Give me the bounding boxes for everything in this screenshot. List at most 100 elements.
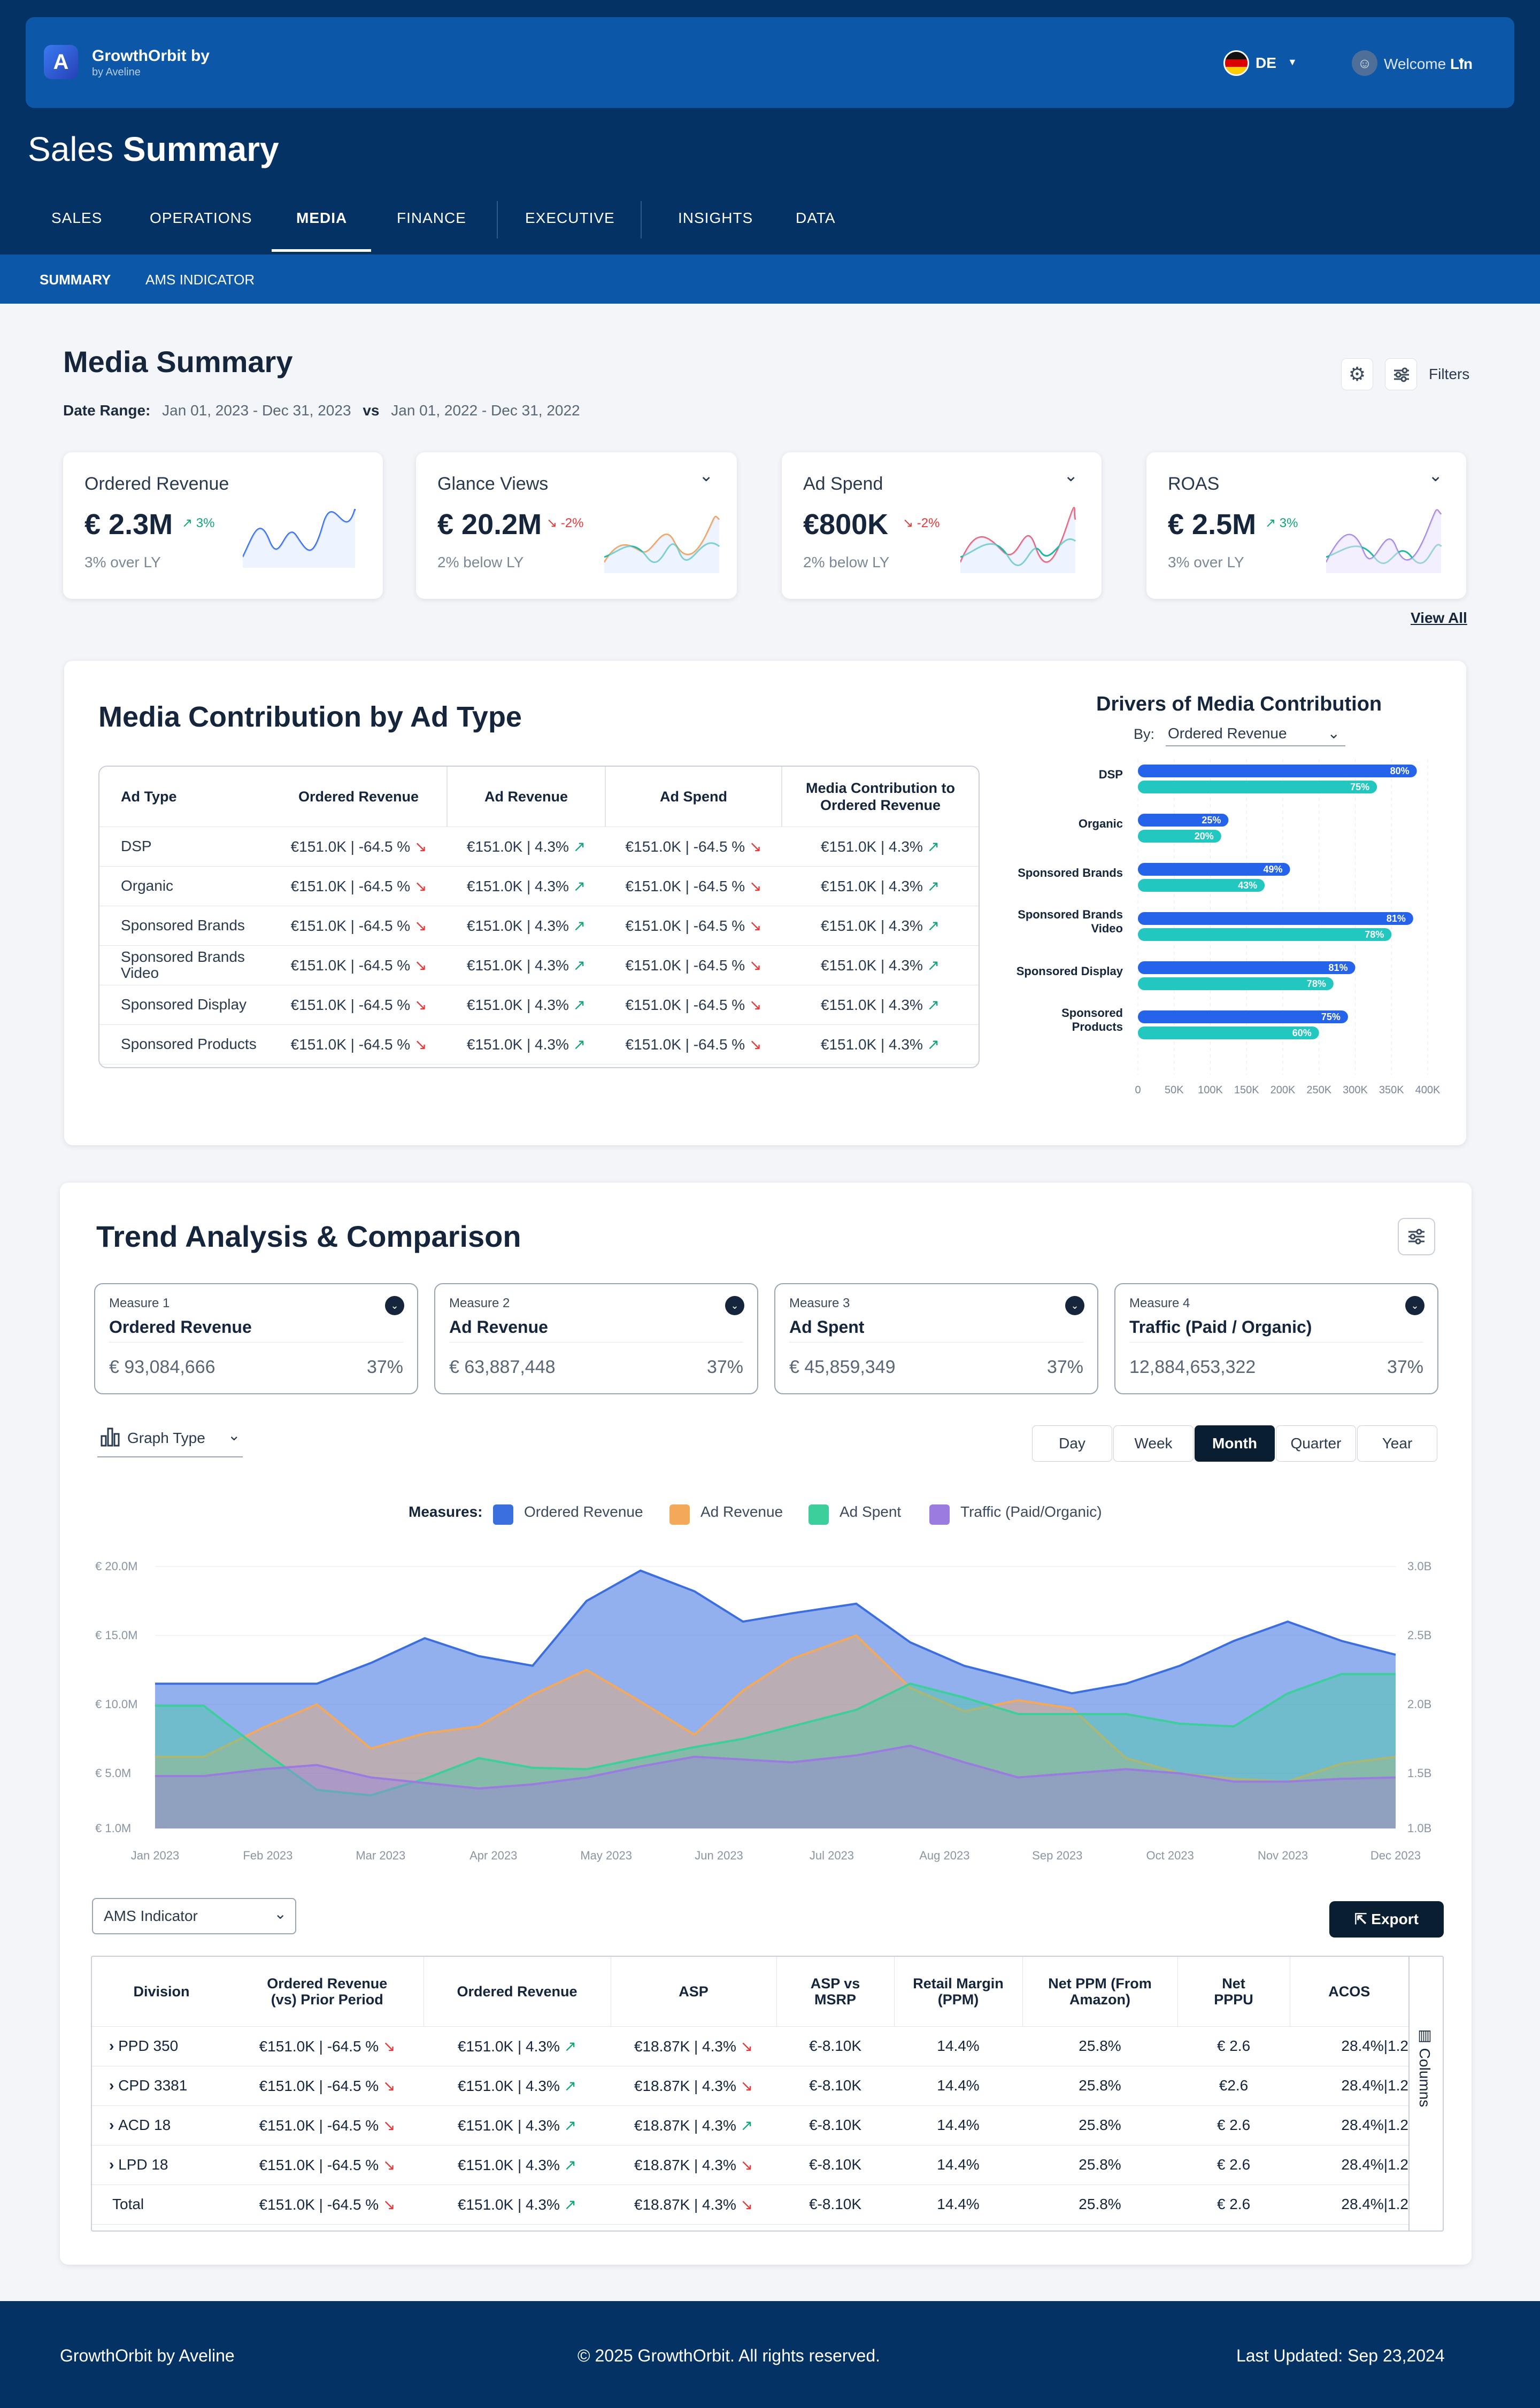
arrow-down-icon: ↘ (736, 2077, 753, 2094)
kpi-card-ad-spend[interactable]: Ad Spend ⌄ €800K ↘ -2% 2% below LY (782, 452, 1102, 599)
cell-value: 25.8% (1079, 2037, 1121, 2054)
chevron-down-icon[interactable]: ⌄ (1065, 1296, 1084, 1315)
chevron-down-icon[interactable]: ⌄ (725, 1296, 744, 1315)
logo-icon[interactable]: A (44, 45, 78, 79)
chevron-right-icon[interactable]: › (109, 2077, 119, 2094)
kpi-card-ordered-revenue[interactable]: Ordered Revenue € 2.3M ↗ 3% 3% over LY (63, 452, 383, 599)
col-asp[interactable]: ASP (611, 1957, 777, 2027)
table-row[interactable]: › PPD 350 €151.0K | -64.5 % ↘ €151.0K | 4.… (92, 2026, 1408, 2066)
view-all-link[interactable]: View All (1411, 609, 1467, 626)
nav-executive[interactable]: EXECUTIVE (525, 210, 615, 226)
nav-operations[interactable]: OPERATIONS (150, 210, 252, 226)
ams-indicator-select[interactable]: AMS Indicator ⌄ (92, 1898, 296, 1934)
chevron-down-icon[interactable]: ⌄ (699, 466, 713, 485)
chevron-down-icon[interactable]: ▼ (1457, 57, 1466, 67)
legend-ad-revenue[interactable]: Ad Revenue (700, 1503, 783, 1520)
bar[interactable] (1138, 961, 1356, 974)
table-row[interactable]: Organic €151.0K | -64.5 % ↘ €151.0K | 4.3%… (99, 866, 979, 906)
subnav-summary[interactable]: SUMMARY (40, 272, 111, 288)
chevron-down-icon[interactable]: ⌄ (1405, 1296, 1424, 1315)
bar[interactable] (1138, 781, 1377, 793)
legend-traffic[interactable]: Traffic (Paid/Organic) (960, 1503, 1102, 1520)
bar[interactable] (1138, 928, 1392, 941)
measure-card-1[interactable]: Measure 1 ⌄ Ordered Revenue € 93,084,666… (94, 1283, 418, 1394)
col-ordered-revenue-vs-prior[interactable]: Ordered Revenue (vs) Prior Period (231, 1957, 424, 2027)
table-row[interactable]: Sponsored Brands Video €151.0K | -64.5 % … (99, 945, 979, 985)
bar[interactable] (1138, 830, 1221, 843)
export-button[interactable]: ⇱ Export (1329, 1901, 1444, 1938)
chevron-right-icon[interactable]: › (109, 2117, 119, 2133)
nav-finance[interactable]: FINANCE (397, 210, 466, 226)
table-row[interactable]: › ACD 18 €151.0K | -64.5 % ↘ €151.0K | 4.3… (92, 2105, 1408, 2145)
measure-card-2[interactable]: Measure 2 ⌄ Ad Revenue € 63,887,448 37% (434, 1283, 758, 1394)
legend-ordered-revenue[interactable]: Ordered Revenue (524, 1503, 643, 1520)
user-menu[interactable]: Welcome Lin (1384, 56, 1473, 73)
series-line[interactable] (155, 1745, 1396, 1790)
period-week[interactable]: Week (1113, 1425, 1194, 1462)
flag-de-icon[interactable] (1223, 50, 1249, 76)
kpi-subtext: 3% over LY (84, 554, 161, 570)
period-day[interactable]: Day (1032, 1425, 1112, 1462)
compare-range-value[interactable]: Jan 01, 2022 - Dec 31, 2022 (391, 402, 580, 419)
chevron-right-icon[interactable]: › (109, 2156, 119, 2173)
bar[interactable] (1138, 977, 1334, 990)
bar[interactable] (1138, 1027, 1319, 1039)
columns-panel-toggle[interactable]: ▥ Columns (1408, 1957, 1443, 2231)
table-row[interactable]: Sponsored Products €151.0K | -64.5 % ↘ €15… (99, 1024, 979, 1064)
col-net-pppu[interactable]: Net PPPU (1177, 1957, 1290, 2027)
col-ordered-revenue[interactable]: Ordered Revenue (424, 1957, 611, 2027)
trend-settings-sliders-icon[interactable] (1398, 1218, 1435, 1255)
col-net-ppm[interactable]: Net PPM (From Amazon) (1022, 1957, 1178, 2027)
kpi-card-glance-views[interactable]: Glance Views ⌄ € 20.2M ↘ -2% 2% below LY (416, 452, 737, 599)
kpi-card-roas[interactable]: ROAS ⌄ € 2.5M ↗ 3% 3% over LY (1146, 452, 1466, 599)
table-row[interactable]: DSP €151.0K | -64.5 % ↘ €151.0K | 4.3% ↗ €1… (99, 827, 979, 867)
drivers-by-select[interactable]: Ordered Revenue ⌄ (1166, 723, 1345, 746)
filters-sliders-icon[interactable] (1385, 358, 1417, 390)
nav-data[interactable]: DATA (796, 210, 836, 226)
measure-card-3[interactable]: Measure 3 ⌄ Ad Spent € 45,859,349 37% (774, 1283, 1098, 1394)
chevron-down-icon[interactable]: ▼ (1288, 57, 1297, 67)
filters-label[interactable]: Filters (1429, 366, 1470, 382)
col-ad-spend[interactable]: Ad Spend (605, 767, 782, 827)
series-line[interactable] (155, 1673, 1396, 1797)
col-ad-revenue[interactable]: Ad Revenue (446, 767, 605, 827)
chevron-down-icon[interactable]: ⌄ (1428, 466, 1443, 485)
bar[interactable] (1138, 912, 1413, 925)
nav-sales[interactable]: SALES (51, 210, 103, 226)
col-ad-type[interactable]: Ad Type (99, 767, 271, 827)
bar[interactable] (1138, 1010, 1348, 1023)
graph-type-select[interactable]: Graph Type ⌄ (97, 1424, 243, 1457)
chevron-right-icon[interactable]: › (109, 2037, 119, 2054)
col-asp-vs-msrp[interactable]: ASP vs MSRP (776, 1957, 895, 2027)
col-retail-margin[interactable]: Retail Margin (PPM) (894, 1957, 1023, 2027)
settings-gear-icon[interactable]: ⚙ (1341, 358, 1373, 390)
date-range-value[interactable]: Jan 01, 2023 - Dec 31, 2023 (162, 402, 351, 419)
bar[interactable] (1138, 765, 1417, 777)
chevron-down-icon[interactable]: ⌄ (385, 1296, 404, 1315)
nav-insights[interactable]: INSIGHTS (678, 210, 753, 226)
col-division[interactable]: Division (92, 1957, 231, 2027)
series-line[interactable] (155, 1569, 1396, 1695)
legend-ad-spent[interactable]: Ad Spent (840, 1503, 902, 1520)
language-selector[interactable]: DE (1256, 55, 1276, 71)
period-quarter[interactable]: Quarter (1276, 1425, 1356, 1462)
measure-card-4[interactable]: Measure 4 ⌄ Traffic (Paid / Organic) 12,… (1114, 1283, 1438, 1394)
col-ordered-revenue[interactable]: Ordered Revenue (271, 767, 447, 827)
table-row[interactable]: Sponsored Brands €151.0K | -64.5 % ↘ €151.… (99, 906, 979, 946)
bar[interactable] (1138, 863, 1290, 876)
chevron-down-icon[interactable]: ⌄ (1064, 466, 1078, 485)
period-year[interactable]: Year (1357, 1425, 1437, 1462)
bar[interactable] (1138, 879, 1265, 892)
table-cell: €18.87K | 4.3% ↗ (611, 2105, 776, 2145)
col-media-contribution[interactable]: Media Contribution to Ordered Revenue (781, 767, 979, 827)
table-row[interactable]: › LPD 18 €151.0K | -64.5 % ↘ €151.0K | 4.3… (92, 2145, 1408, 2185)
user-icon[interactable]: ☺ (1352, 50, 1377, 76)
bar[interactable] (1138, 814, 1229, 827)
table-row[interactable]: Sponsored Display €151.0K | -64.5 % ↘ €151… (99, 985, 979, 1025)
nav-media[interactable]: MEDIA (296, 210, 348, 226)
period-month[interactable]: Month (1195, 1425, 1275, 1462)
subnav-ams-indicator[interactable]: AMS INDICATOR (145, 272, 255, 288)
col-acos[interactable]: ACOS (1290, 1957, 1408, 2027)
table-row[interactable]: Total €151.0K | -64.5 % ↘ €151.0K | 4.3% ↗… (92, 2185, 1408, 2225)
table-row[interactable]: › CPD 3381 €151.0K | -64.5 % ↘ €151.0K | 4… (92, 2066, 1408, 2106)
